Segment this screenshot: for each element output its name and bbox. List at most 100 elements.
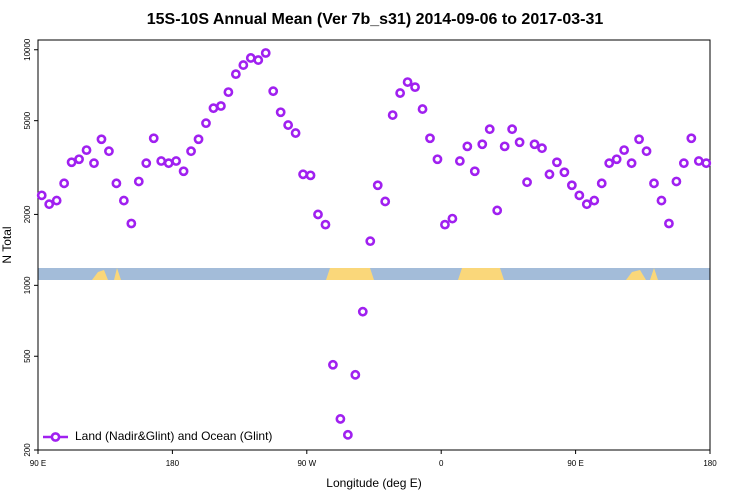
point xyxy=(678,158,689,169)
point xyxy=(626,158,637,169)
point xyxy=(104,146,114,157)
point xyxy=(44,199,55,210)
point xyxy=(275,107,286,118)
point xyxy=(589,195,600,206)
point xyxy=(268,86,279,97)
point xyxy=(484,124,495,135)
point xyxy=(492,205,503,216)
point xyxy=(335,414,346,424)
point xyxy=(156,156,167,166)
y-tick-label: 500 xyxy=(23,349,32,363)
x-axis-label: Longitude (deg E) xyxy=(326,476,421,490)
point xyxy=(133,176,144,187)
point xyxy=(141,158,152,169)
point xyxy=(186,146,196,157)
point xyxy=(529,139,540,150)
ocean-band xyxy=(38,268,710,280)
point xyxy=(81,145,92,156)
land-band xyxy=(326,268,374,280)
point xyxy=(36,190,47,201)
point xyxy=(238,60,249,70)
point xyxy=(290,128,301,138)
chart-title: 15S-10S Annual Mean (Ver 7b_s31) 2014-09… xyxy=(147,11,604,28)
land-band xyxy=(458,268,504,280)
point xyxy=(604,158,615,169)
point xyxy=(596,178,607,189)
point xyxy=(499,141,510,152)
land-band xyxy=(650,268,658,280)
point xyxy=(552,157,562,168)
point xyxy=(566,180,577,191)
y-axis-label: N Total xyxy=(0,226,14,263)
point xyxy=(432,154,443,165)
point xyxy=(118,195,129,206)
point xyxy=(402,77,413,87)
y-tick-label: 2000 xyxy=(23,205,32,223)
point xyxy=(350,369,361,380)
point xyxy=(283,120,294,130)
point xyxy=(201,118,211,129)
x-tick-label: 180 xyxy=(703,459,717,468)
point xyxy=(447,213,458,224)
surface-band xyxy=(38,268,710,280)
point xyxy=(454,156,465,166)
point xyxy=(544,169,555,180)
point xyxy=(387,110,398,120)
point xyxy=(357,306,368,317)
point xyxy=(216,101,226,111)
y-tick-label: 200 xyxy=(23,443,32,457)
legend-marker xyxy=(50,432,61,442)
point xyxy=(51,195,62,206)
point xyxy=(342,429,353,440)
point xyxy=(223,87,234,98)
point xyxy=(507,124,518,135)
point xyxy=(693,156,704,166)
land-band xyxy=(92,270,108,280)
point xyxy=(96,134,107,145)
x-tick-label: 0 xyxy=(439,459,444,468)
legend-label: Land (Nadir&Glint) and Ocean (Glint) xyxy=(75,429,272,443)
point xyxy=(522,177,532,188)
point xyxy=(425,133,435,144)
point xyxy=(89,158,99,169)
point xyxy=(469,166,480,177)
point xyxy=(178,166,189,177)
point xyxy=(395,88,406,98)
plot-frame xyxy=(37,39,711,451)
land-band xyxy=(114,268,121,280)
point xyxy=(111,178,122,189)
point xyxy=(245,53,256,63)
point xyxy=(477,139,488,150)
point xyxy=(611,154,622,165)
point xyxy=(313,209,323,220)
point xyxy=(462,141,473,152)
y-tick-label: 5000 xyxy=(23,111,32,129)
x-tick-label: 90 E xyxy=(30,459,46,468)
point xyxy=(193,134,204,145)
point xyxy=(148,133,159,144)
x-tick-label: 180 xyxy=(166,459,180,468)
point xyxy=(66,157,77,168)
y-tick-label: 10000 xyxy=(23,38,32,61)
point xyxy=(440,219,450,230)
point xyxy=(305,170,316,181)
point xyxy=(619,145,630,156)
point xyxy=(208,103,219,114)
point xyxy=(656,195,667,206)
point xyxy=(260,48,271,58)
land-band xyxy=(626,270,646,280)
point xyxy=(230,69,241,80)
point xyxy=(537,143,547,154)
point xyxy=(74,154,84,165)
point xyxy=(641,146,652,157)
point xyxy=(686,133,697,144)
point xyxy=(253,55,264,65)
point xyxy=(163,158,174,169)
x-tick-label: 90 W xyxy=(297,459,316,468)
point xyxy=(417,104,428,114)
point xyxy=(372,180,383,191)
x-tick-label: 90 E xyxy=(567,459,583,468)
point xyxy=(171,156,182,166)
point xyxy=(634,134,644,145)
